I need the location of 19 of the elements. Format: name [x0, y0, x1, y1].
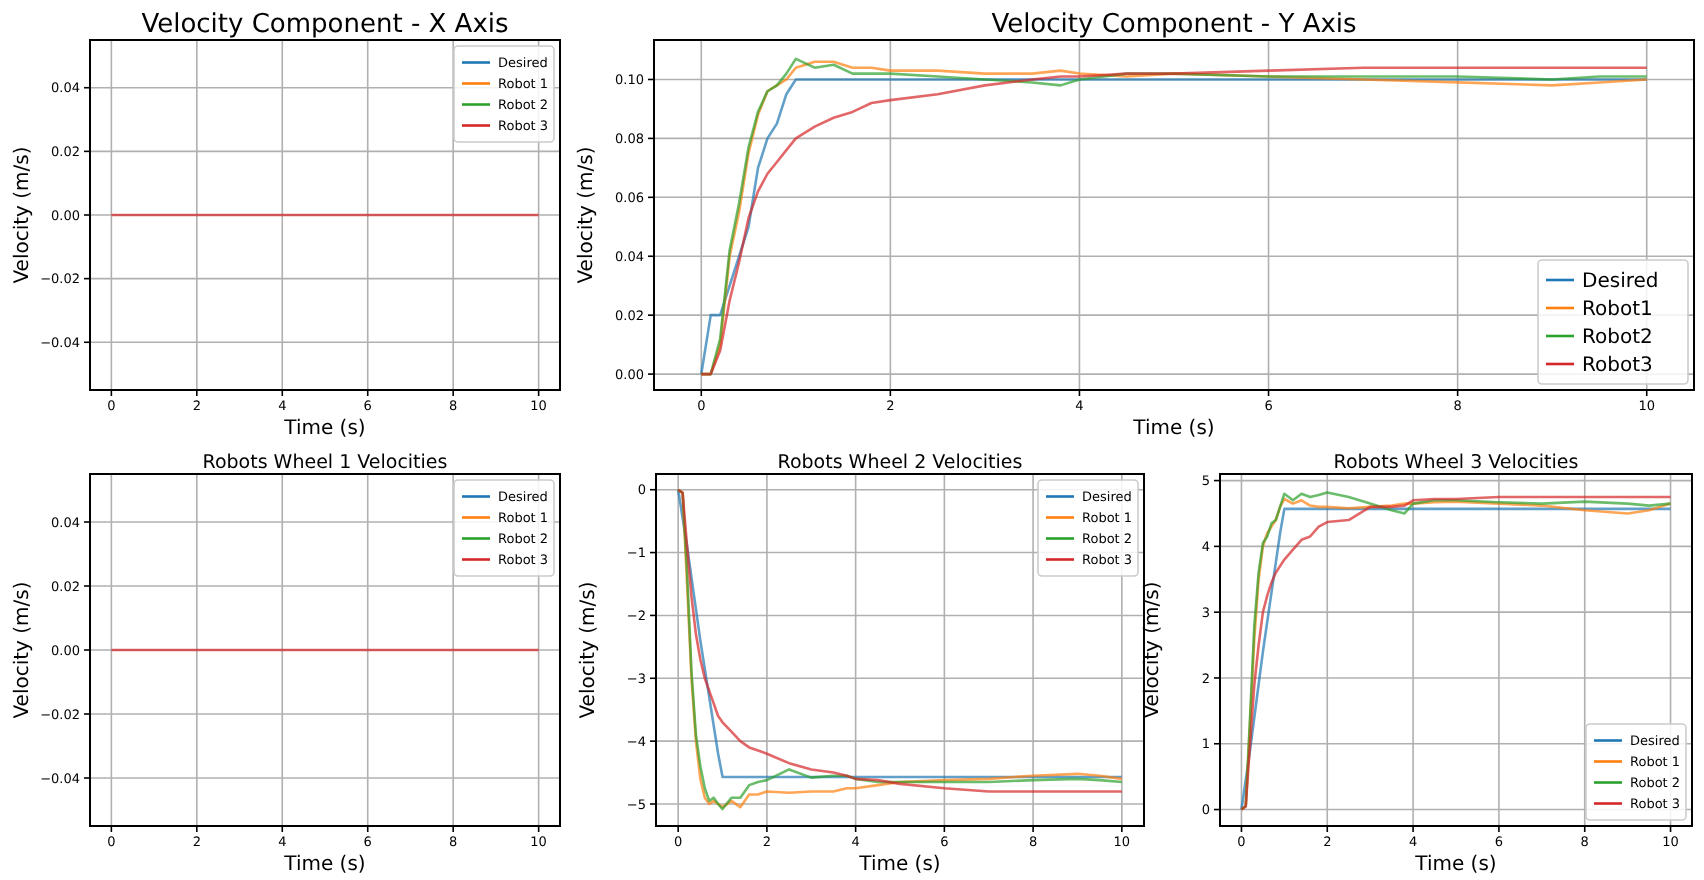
x-axis-title: Time (s)	[1413, 854, 1497, 876]
chart-title: Velocity Component - Y Axis	[991, 10, 1358, 40]
x-axis-title: Time (s)	[1131, 418, 1215, 440]
legend-label: Desired	[1582, 271, 1659, 293]
y-axis-title: Velocity (m/s)	[578, 581, 600, 719]
chart-title: Robots Wheel 3 Velocities	[1333, 452, 1579, 474]
x-axis-title: Time (s)	[282, 854, 366, 876]
legend-label: Robot2	[1582, 327, 1653, 349]
y-axis-title: Velocity (m/s)	[576, 146, 598, 284]
y-axis-title: Velocity (m/s)	[1142, 581, 1164, 719]
chart-title: Robots Wheel 1 Velocities	[202, 452, 448, 474]
y-axis-title: Velocity (m/s)	[12, 146, 34, 284]
x-axis-title: Time (s)	[857, 854, 941, 876]
x-axis-title: Time (s)	[282, 418, 366, 440]
y-axis-title: Velocity (m/s)	[12, 581, 34, 719]
chart-title: Robots Wheel 2 Velocities	[777, 452, 1023, 474]
chart-title: Velocity Component - X Axis	[141, 10, 510, 40]
legend-label: Robot1	[1582, 299, 1653, 321]
legend-label: Robot3	[1582, 355, 1653, 377]
